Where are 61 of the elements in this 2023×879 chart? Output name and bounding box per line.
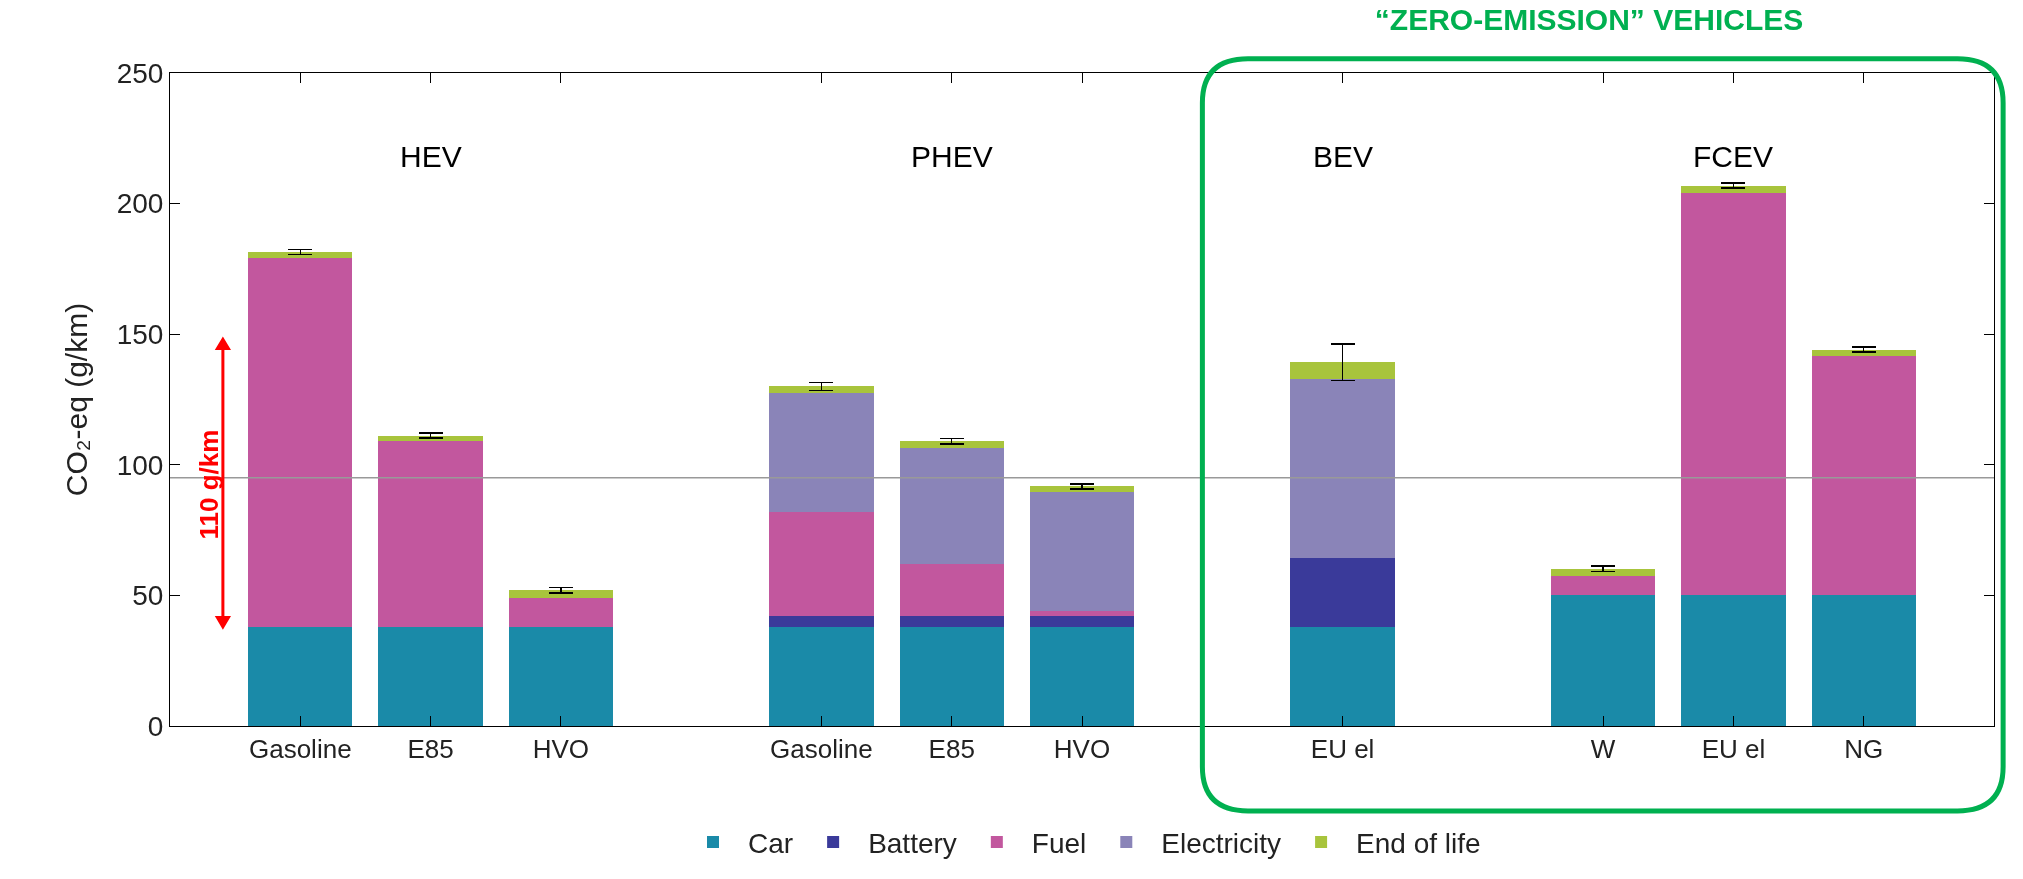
bar <box>899 626 1004 726</box>
chart-title: “ZERO-EMISSION” VEHICLES <box>1374 2 1804 36</box>
x-tick-label: E85 <box>928 734 975 765</box>
bar <box>769 386 874 393</box>
bar <box>1551 568 1656 576</box>
bar <box>508 626 613 726</box>
bar <box>899 616 1004 627</box>
annotation: PHEV <box>911 140 993 173</box>
legend-label: End of life <box>1356 828 1481 860</box>
annotation: 110 g/km <box>193 429 224 540</box>
bar <box>1551 575 1656 596</box>
bar <box>769 511 874 617</box>
x-tick-label: EU el <box>1701 734 1766 765</box>
y-tick-label: 200 <box>116 188 164 220</box>
bar <box>1029 616 1135 627</box>
x-tick-label: NG <box>1844 734 1884 765</box>
bar <box>899 447 1004 565</box>
y-axis-title: CO₂-eq (g/km) <box>59 302 93 497</box>
bar <box>1290 379 1395 558</box>
x-tick-label: EU el <box>1310 734 1375 765</box>
bar <box>1681 193 1786 596</box>
y-tick-label: 250 <box>116 57 164 89</box>
annotation: HEV <box>400 140 462 173</box>
bar <box>1029 626 1135 726</box>
bar <box>1029 492 1135 612</box>
bar <box>1290 362 1395 380</box>
bar <box>1681 595 1786 726</box>
y-tick-label: 50 <box>132 580 164 612</box>
y-tick-label: 150 <box>116 319 164 350</box>
bar <box>1811 595 1916 726</box>
bar <box>1290 626 1395 726</box>
x-tick-label: HVO <box>1053 734 1111 765</box>
bar <box>248 626 353 726</box>
bar <box>378 441 483 627</box>
bar <box>1029 486 1135 493</box>
x-tick-label: E85 <box>407 734 454 765</box>
x-tick-label: W <box>1590 734 1616 765</box>
bar <box>248 258 353 627</box>
x-tick-label: Gasoline <box>248 734 352 765</box>
annotation: BEV <box>1313 140 1374 173</box>
bar <box>769 626 874 726</box>
legend-label: Fuel <box>1031 828 1087 860</box>
bar <box>769 616 874 627</box>
bar <box>899 441 1004 448</box>
legend-label: Battery <box>868 828 957 860</box>
legend-label: Car <box>748 828 794 860</box>
bar <box>508 598 613 627</box>
bar <box>1551 595 1656 726</box>
bar <box>1811 355 1916 596</box>
x-tick-label: HVO <box>532 734 590 765</box>
bar <box>1290 557 1395 627</box>
x-tick-label: Gasoline <box>770 734 873 765</box>
bar <box>508 590 613 599</box>
legend-label: Electricity <box>1161 828 1282 860</box>
y-tick-label: 0 <box>147 710 164 742</box>
bar <box>1029 611 1135 617</box>
bar <box>378 626 483 726</box>
y-tick-label: 100 <box>116 449 164 481</box>
bar <box>899 564 1004 617</box>
annotation: FCEV <box>1693 140 1774 173</box>
bar <box>769 392 874 512</box>
